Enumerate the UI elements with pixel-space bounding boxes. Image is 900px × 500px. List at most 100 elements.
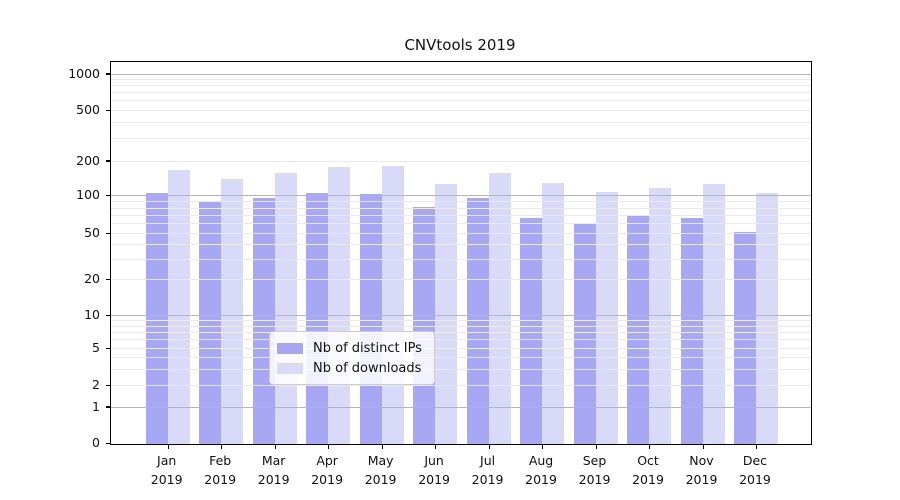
x-axis-tick-label: Feb 2019 (190, 451, 250, 489)
y-axis-tick-label: 5 (92, 339, 100, 355)
x-axis-tick-label: Nov 2019 (672, 451, 732, 489)
x-axis-tick-label: May 2019 (351, 451, 411, 489)
bar-distinct-ips (627, 215, 650, 444)
minor-gridline (111, 320, 811, 322)
x-axis-tick (435, 444, 437, 449)
plot-area (106, 61, 812, 449)
bar-distinct-ips (573, 224, 596, 444)
minor-gridline (111, 122, 811, 124)
month-label: Aug (528, 453, 554, 468)
legend-swatch (277, 342, 303, 354)
legend-label: Nb of downloads (313, 360, 422, 376)
year-label: 2019 (739, 472, 771, 487)
legend-entry: Nb of distinct IPs (277, 338, 422, 358)
y-axis-tick (106, 73, 111, 75)
x-axis-tick (274, 444, 276, 449)
legend-swatch (277, 362, 303, 374)
minor-gridline (111, 138, 811, 140)
y-axis-tick (106, 109, 111, 111)
x-axis-tick-label: Oct 2019 (618, 451, 678, 489)
minor-gridline (111, 368, 811, 370)
year-label: 2019 (685, 472, 718, 487)
decade-gridline (111, 315, 811, 317)
month-label: May (367, 453, 394, 468)
year-label: 2019 (311, 472, 344, 487)
year-label: 2019 (578, 472, 611, 487)
minor-gridline (111, 214, 811, 216)
minor-gridline (111, 384, 811, 386)
decade-gridline (111, 195, 811, 197)
y-axis-tick (106, 160, 111, 162)
month-label: Feb (209, 453, 232, 468)
minor-gridline (111, 79, 811, 81)
year-label: 2019 (257, 472, 290, 487)
y-axis-tick-label: 10 (84, 307, 100, 323)
y-axis-tick-label: 20 (84, 271, 100, 287)
y-axis-tick-label: 50 (84, 225, 100, 241)
y-axis-tick-label: 1000 (68, 65, 100, 81)
y-axis-tick (106, 315, 111, 317)
minor-gridline (111, 100, 811, 102)
minor-gridline (111, 356, 811, 358)
x-axis-tick (542, 444, 544, 449)
bar-distinct-ips (680, 218, 703, 444)
minor-gridline (111, 223, 811, 225)
y-axis-tick (106, 233, 111, 235)
x-axis-tick (488, 444, 490, 449)
bar-downloads (221, 179, 244, 444)
y-axis-tick (106, 347, 111, 349)
y-axis-tick (106, 442, 111, 444)
bar-downloads (595, 191, 618, 444)
x-axis-tick (702, 444, 704, 449)
legend: Nb of distinct IPs Nb of downloads (269, 331, 435, 385)
minor-gridline (111, 207, 811, 209)
minor-gridline (111, 109, 811, 111)
year-label: 2019 (632, 472, 664, 487)
month-label: Jun (424, 453, 444, 468)
month-label: Nov (689, 453, 714, 468)
minor-gridline (111, 332, 811, 334)
y-axis-tick-label: 100 (76, 187, 100, 203)
bar-distinct-ips (520, 217, 543, 444)
y-axis-tick (106, 384, 111, 386)
y-axis-tick-label: 2 (92, 376, 100, 392)
x-axis-tick-label: Aug 2019 (511, 451, 571, 489)
x-axis-tick (381, 444, 383, 449)
minor-gridline (111, 325, 811, 327)
legend-entry: Nb of downloads (277, 358, 422, 378)
minor-gridline (111, 233, 811, 235)
year-label: 2019 (418, 472, 450, 487)
x-axis-tick-label: Mar 2019 (244, 451, 304, 489)
bar-distinct-ips (145, 192, 168, 444)
month-label: Sep (582, 453, 607, 468)
x-axis-tick (595, 444, 597, 449)
y-axis-tick-label: 0 (92, 435, 100, 450)
year-label: 2019 (150, 472, 183, 487)
bar-downloads (542, 182, 565, 444)
year-label: 2019 (204, 472, 237, 487)
y-axis-tick (106, 278, 111, 281)
month-label: Apr (316, 453, 338, 468)
month-label: Dec (742, 453, 768, 468)
month-label: Mar (261, 453, 286, 468)
y-axis-tick-label: 1 (92, 398, 100, 414)
x-axis-tick-label: Jun 2019 (404, 451, 464, 489)
bar-distinct-ips (733, 232, 756, 444)
bar-distinct-ips (199, 202, 222, 444)
minor-gridline (111, 244, 811, 246)
x-axis-tick (649, 444, 651, 449)
minor-gridline (111, 347, 811, 349)
x-axis-tick (328, 444, 330, 449)
legend-label: Nb of distinct IPs (313, 340, 422, 356)
bar-downloads (755, 193, 778, 444)
bar-downloads (274, 173, 297, 444)
x-axis-tick-label: Jul 2019 (458, 451, 518, 489)
year-label: 2019 (364, 472, 397, 487)
y-axis-tick-label: 200 (76, 152, 100, 168)
minor-gridline (111, 160, 811, 162)
chart-title: CNVtools 2019 (404, 36, 516, 54)
decade-gridline (111, 406, 811, 408)
decade-gridline (111, 73, 811, 75)
month-label: Jan (157, 453, 177, 468)
